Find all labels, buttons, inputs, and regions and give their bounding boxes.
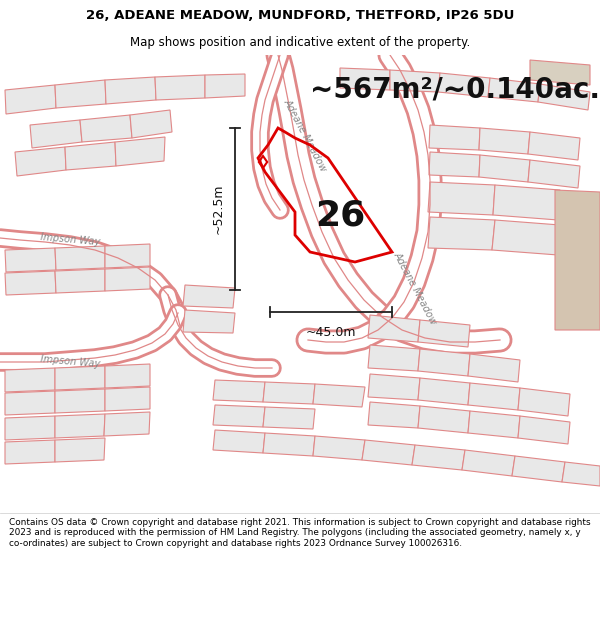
Polygon shape bbox=[105, 77, 156, 104]
Polygon shape bbox=[213, 405, 265, 427]
Polygon shape bbox=[438, 73, 490, 97]
Polygon shape bbox=[183, 285, 235, 308]
Polygon shape bbox=[368, 315, 420, 342]
Polygon shape bbox=[104, 412, 150, 436]
Polygon shape bbox=[512, 456, 565, 482]
Text: Impson Way: Impson Way bbox=[40, 232, 100, 248]
Polygon shape bbox=[130, 110, 172, 138]
Polygon shape bbox=[468, 383, 520, 410]
Polygon shape bbox=[418, 406, 470, 433]
Polygon shape bbox=[65, 142, 116, 170]
Text: 26: 26 bbox=[315, 198, 365, 232]
Polygon shape bbox=[105, 364, 150, 388]
Polygon shape bbox=[5, 416, 55, 440]
Polygon shape bbox=[105, 387, 150, 411]
Polygon shape bbox=[115, 137, 165, 166]
Polygon shape bbox=[55, 246, 105, 270]
Polygon shape bbox=[313, 384, 365, 407]
Polygon shape bbox=[5, 368, 55, 392]
Polygon shape bbox=[213, 430, 265, 453]
Polygon shape bbox=[183, 310, 235, 333]
Polygon shape bbox=[55, 80, 106, 108]
Polygon shape bbox=[263, 407, 315, 429]
Polygon shape bbox=[368, 345, 420, 371]
Polygon shape bbox=[479, 155, 530, 182]
Polygon shape bbox=[30, 120, 82, 148]
Polygon shape bbox=[5, 391, 55, 415]
Text: Adeane Meadow: Adeane Meadow bbox=[392, 250, 439, 326]
Polygon shape bbox=[528, 132, 580, 160]
Polygon shape bbox=[468, 411, 520, 438]
Polygon shape bbox=[518, 416, 570, 444]
Text: Adeane Meadow: Adeane Meadow bbox=[281, 97, 328, 173]
Polygon shape bbox=[263, 433, 315, 456]
Polygon shape bbox=[368, 402, 420, 428]
Polygon shape bbox=[5, 248, 56, 272]
Polygon shape bbox=[418, 378, 470, 405]
Polygon shape bbox=[55, 438, 105, 462]
Polygon shape bbox=[313, 436, 365, 460]
Text: ~567m²/~0.140ac.: ~567m²/~0.140ac. bbox=[310, 76, 600, 104]
Polygon shape bbox=[5, 271, 56, 295]
Polygon shape bbox=[429, 152, 480, 177]
Polygon shape bbox=[213, 380, 265, 402]
Polygon shape bbox=[340, 68, 390, 90]
Polygon shape bbox=[562, 462, 600, 486]
Text: Contains OS data © Crown copyright and database right 2021. This information is : Contains OS data © Crown copyright and d… bbox=[9, 518, 590, 548]
Text: 26, ADEANE MEADOW, MUNDFORD, THETFORD, IP26 5DU: 26, ADEANE MEADOW, MUNDFORD, THETFORD, I… bbox=[86, 9, 514, 22]
Polygon shape bbox=[555, 190, 600, 330]
Polygon shape bbox=[479, 128, 530, 154]
Polygon shape bbox=[390, 70, 440, 92]
Polygon shape bbox=[15, 147, 66, 176]
Text: Map shows position and indicative extent of the property.: Map shows position and indicative extent… bbox=[130, 36, 470, 49]
Polygon shape bbox=[5, 85, 56, 114]
Polygon shape bbox=[488, 78, 540, 102]
Polygon shape bbox=[428, 217, 495, 250]
Polygon shape bbox=[418, 349, 470, 376]
Polygon shape bbox=[105, 267, 150, 291]
Polygon shape bbox=[105, 244, 150, 268]
Polygon shape bbox=[55, 366, 105, 390]
Text: ~52.5m: ~52.5m bbox=[212, 184, 225, 234]
Polygon shape bbox=[468, 354, 520, 382]
Polygon shape bbox=[493, 185, 560, 220]
Polygon shape bbox=[418, 320, 470, 347]
Text: ~45.0m: ~45.0m bbox=[306, 326, 356, 339]
Polygon shape bbox=[205, 74, 245, 98]
Polygon shape bbox=[528, 160, 580, 188]
Polygon shape bbox=[80, 115, 132, 142]
Text: Impson Way: Impson Way bbox=[40, 354, 100, 369]
Polygon shape bbox=[368, 374, 420, 400]
Polygon shape bbox=[55, 269, 105, 293]
Polygon shape bbox=[5, 440, 55, 464]
Polygon shape bbox=[412, 445, 465, 470]
Polygon shape bbox=[428, 182, 495, 215]
Polygon shape bbox=[462, 450, 515, 476]
Polygon shape bbox=[518, 388, 570, 416]
Polygon shape bbox=[55, 389, 105, 413]
Polygon shape bbox=[538, 84, 590, 110]
Polygon shape bbox=[429, 125, 480, 150]
Polygon shape bbox=[492, 220, 560, 255]
Polygon shape bbox=[263, 382, 315, 404]
Polygon shape bbox=[155, 75, 205, 100]
Polygon shape bbox=[55, 414, 105, 438]
Polygon shape bbox=[362, 440, 415, 465]
Polygon shape bbox=[530, 60, 590, 85]
